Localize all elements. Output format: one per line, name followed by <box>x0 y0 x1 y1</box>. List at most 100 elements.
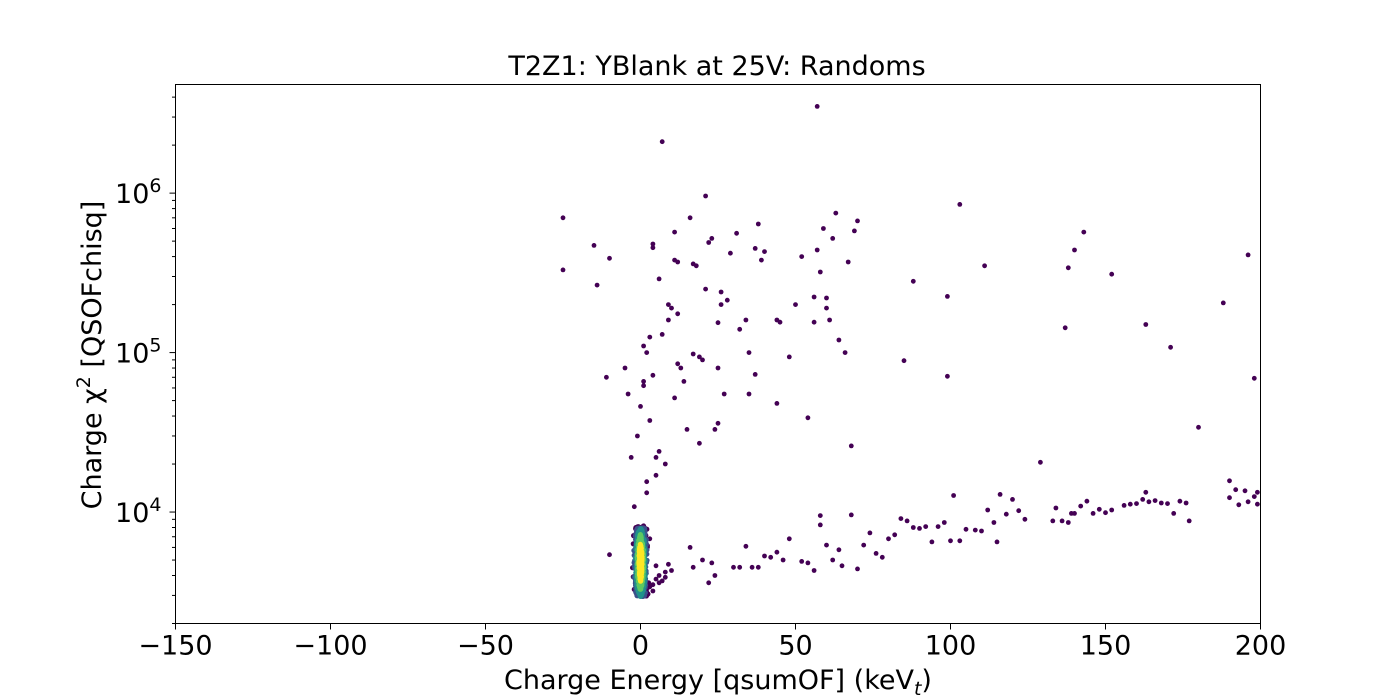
data-point <box>945 373 950 379</box>
data-point <box>749 564 755 570</box>
data-point <box>923 524 929 529</box>
data-point <box>762 553 767 559</box>
data-point <box>824 305 829 311</box>
data-point <box>675 311 681 317</box>
data-point <box>855 566 860 572</box>
data-point <box>755 221 761 227</box>
data-point <box>827 317 832 323</box>
data-point <box>1236 502 1242 508</box>
data-point <box>957 538 963 544</box>
data-point <box>1109 507 1115 513</box>
data-point <box>656 276 662 282</box>
data-point <box>777 319 783 325</box>
data-point <box>1127 501 1133 507</box>
data-point <box>929 539 935 545</box>
y-axis: 104 105 106 <box>115 96 176 624</box>
data-point <box>669 568 674 573</box>
data-point <box>901 358 907 364</box>
data-point <box>1078 503 1084 509</box>
data-point <box>935 524 941 529</box>
data-point <box>604 374 609 380</box>
data-point <box>656 449 662 454</box>
data-point <box>724 297 730 303</box>
data-point <box>650 372 656 378</box>
data-point <box>1233 487 1239 493</box>
data-point <box>687 215 693 221</box>
data-point <box>1251 375 1257 381</box>
x-tick-label: −50 <box>457 631 514 662</box>
data-point <box>1152 498 1158 503</box>
dense-point <box>637 575 644 581</box>
data-point <box>628 455 634 460</box>
data-point <box>625 391 631 397</box>
data-point <box>591 243 597 248</box>
data-point <box>1081 229 1087 235</box>
data-point <box>653 455 659 460</box>
data-point <box>910 525 916 530</box>
data-point <box>848 443 854 449</box>
data-point <box>1022 516 1028 522</box>
data-point <box>1072 247 1077 253</box>
dense-point <box>637 558 644 564</box>
data-point <box>833 210 839 216</box>
data-point <box>917 526 922 531</box>
data-point <box>1096 506 1102 512</box>
data-point <box>622 365 628 371</box>
data-point <box>762 249 767 255</box>
x-tick-label: 50 <box>778 631 812 662</box>
data-point <box>941 520 947 525</box>
y-tick-label: 104 <box>115 494 161 529</box>
data-point <box>700 557 705 563</box>
data-point <box>867 530 873 536</box>
data-point <box>817 269 823 275</box>
data-point <box>684 427 690 432</box>
data-point <box>675 361 681 367</box>
data-point <box>768 554 774 560</box>
data-point <box>1168 344 1173 350</box>
data-point <box>709 236 715 241</box>
data-point <box>979 528 984 534</box>
data-point <box>861 542 867 548</box>
data-point <box>1186 518 1192 524</box>
data-point <box>607 255 612 261</box>
data-point <box>653 563 659 569</box>
data-point <box>641 379 646 384</box>
data-point <box>852 228 857 234</box>
data-point <box>718 289 724 295</box>
data-point <box>631 504 637 510</box>
data-point <box>656 573 662 578</box>
data-point <box>817 522 823 528</box>
data-point <box>697 354 702 360</box>
data-point <box>879 554 885 560</box>
data-point <box>647 418 653 423</box>
data-point <box>594 282 600 288</box>
data-point <box>687 545 693 550</box>
data-point <box>656 580 662 586</box>
dense-cluster <box>630 524 652 600</box>
data-point <box>650 582 656 588</box>
data-point <box>734 230 739 236</box>
data-point <box>1140 497 1146 502</box>
data-point <box>1059 518 1065 524</box>
data-point <box>904 518 910 524</box>
data-point <box>659 332 665 337</box>
data-point <box>690 351 696 357</box>
data-point <box>1003 511 1009 517</box>
data-point <box>644 490 650 496</box>
data-point <box>1090 511 1096 516</box>
data-point <box>607 552 612 558</box>
data-point <box>641 343 646 349</box>
data-point <box>814 247 820 253</box>
x-tick-label: 200 <box>1235 631 1287 662</box>
data-point <box>672 229 677 235</box>
data-point <box>886 536 891 542</box>
data-point <box>836 547 842 553</box>
data-point <box>830 236 836 241</box>
data-point <box>1143 322 1149 327</box>
data-point <box>945 294 950 299</box>
data-point <box>985 507 991 513</box>
data-point <box>1121 503 1127 508</box>
data-point <box>641 383 646 389</box>
data-point <box>1165 501 1170 506</box>
plot-frame <box>175 84 1261 624</box>
